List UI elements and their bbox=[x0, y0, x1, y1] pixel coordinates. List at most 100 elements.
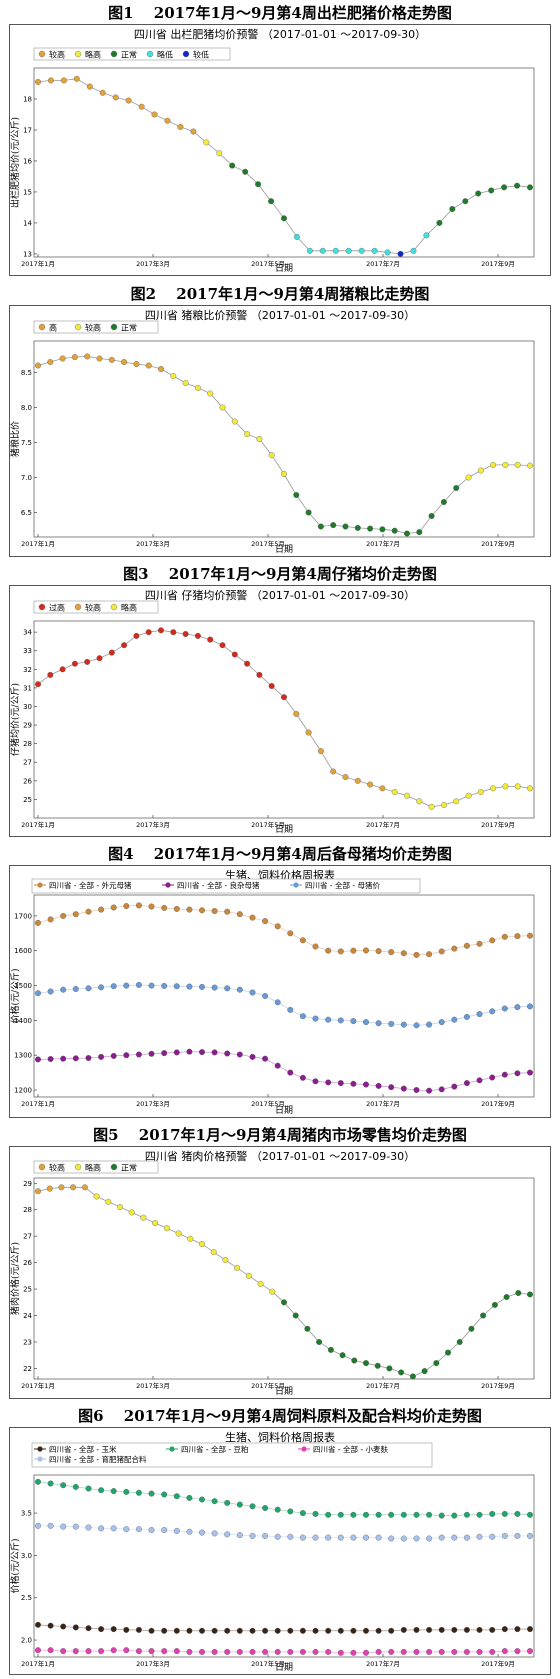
data-point bbox=[177, 123, 184, 130]
data-point bbox=[35, 919, 41, 926]
y-tick-label: 8.0 bbox=[21, 404, 32, 412]
legend-label: 四川省 - 全部 - 育肥猪配合料 bbox=[49, 1454, 147, 1464]
data-point bbox=[501, 1071, 508, 1078]
legend-label: 正常 bbox=[121, 51, 137, 60]
data-point bbox=[125, 97, 132, 104]
series-line bbox=[37, 984, 531, 1026]
data-point bbox=[164, 117, 171, 124]
data-point bbox=[476, 1626, 483, 1633]
data-point bbox=[268, 198, 275, 205]
data-point bbox=[186, 1048, 193, 1055]
data-point bbox=[135, 1526, 142, 1533]
legend-label: 四川省 - 全部 - 小麦麸 bbox=[313, 1444, 388, 1454]
data-point bbox=[98, 1626, 105, 1633]
data-point bbox=[463, 1511, 470, 1518]
data-point bbox=[299, 1648, 306, 1655]
data-point bbox=[293, 233, 300, 240]
data-point bbox=[388, 1511, 395, 1518]
data-point bbox=[476, 1648, 483, 1655]
data-point bbox=[236, 1648, 243, 1655]
data-point bbox=[501, 1648, 508, 1655]
data-point bbox=[72, 986, 79, 992]
legend-label: 略高 bbox=[85, 50, 101, 60]
legend-marker bbox=[37, 882, 43, 888]
data-point bbox=[438, 948, 445, 955]
data-point bbox=[490, 785, 497, 792]
data-point bbox=[354, 524, 361, 531]
data-point bbox=[60, 1523, 67, 1530]
y-tick-label: 25 bbox=[23, 796, 32, 804]
y-tick-label: 26 bbox=[23, 1259, 32, 1267]
data-point bbox=[72, 911, 79, 918]
legend-marker bbox=[38, 1163, 46, 1171]
data-point bbox=[86, 83, 93, 90]
data-point bbox=[145, 362, 152, 369]
data-point bbox=[325, 947, 332, 954]
data-point bbox=[207, 390, 214, 397]
data-point bbox=[148, 903, 155, 910]
y-tick-label: 16 bbox=[23, 157, 32, 165]
data-point bbox=[350, 1649, 357, 1656]
data-point bbox=[231, 418, 238, 425]
series-line bbox=[37, 1624, 530, 1632]
data-point bbox=[451, 1016, 458, 1023]
y-tick-label: 29 bbox=[23, 722, 32, 730]
data-point bbox=[110, 904, 117, 911]
data-point bbox=[47, 1522, 54, 1529]
y-tick-label: 26 bbox=[23, 777, 32, 785]
data-point bbox=[317, 748, 324, 755]
data-point bbox=[199, 983, 205, 990]
data-point bbox=[388, 1020, 395, 1027]
data-point bbox=[428, 803, 435, 810]
data-point bbox=[514, 461, 521, 468]
data-point bbox=[350, 947, 357, 954]
data-point bbox=[325, 1016, 332, 1023]
data-point bbox=[305, 509, 312, 516]
data-point bbox=[433, 1360, 440, 1367]
data-point bbox=[312, 943, 319, 950]
data-point bbox=[133, 361, 140, 368]
data-point bbox=[231, 651, 238, 658]
data-point bbox=[299, 1534, 306, 1541]
data-point bbox=[123, 1488, 130, 1495]
legend-marker bbox=[110, 603, 118, 611]
data-point bbox=[330, 768, 337, 775]
data-point bbox=[426, 1626, 433, 1633]
y-tick-label: 3.0 bbox=[21, 1552, 32, 1560]
data-point bbox=[47, 671, 54, 678]
data-point bbox=[128, 1209, 135, 1216]
data-point bbox=[219, 642, 226, 649]
data-point bbox=[400, 1511, 407, 1518]
data-point bbox=[330, 522, 337, 529]
data-point bbox=[312, 1627, 319, 1634]
data-point bbox=[375, 1020, 382, 1027]
y-tick-label: 33 bbox=[23, 647, 32, 655]
legend-label: 较高 bbox=[85, 323, 101, 333]
y-tick-label: 28 bbox=[23, 1206, 32, 1214]
figure-5-caption: 图5 2017年1月～9月第4周猪肉市场零售均价走势图 bbox=[93, 1126, 467, 1144]
data-point bbox=[121, 642, 128, 649]
x-tick-label: 2017年7月 bbox=[366, 259, 400, 268]
x-tick-label: 2017年9月 bbox=[481, 1099, 515, 1108]
data-point bbox=[211, 908, 218, 914]
plot-area bbox=[33, 620, 535, 819]
data-point bbox=[426, 1511, 433, 1518]
data-point bbox=[274, 923, 281, 930]
data-point bbox=[465, 792, 472, 799]
data-point bbox=[501, 184, 508, 191]
chart-title: 四川省 猪粮比价预警 （2017-01-01 ～2017-09-30） bbox=[145, 308, 415, 322]
plot-area bbox=[33, 67, 535, 258]
legend-label: 过高 bbox=[49, 603, 65, 613]
data-point bbox=[249, 1532, 256, 1539]
data-point bbox=[262, 1505, 269, 1511]
data-point bbox=[416, 529, 423, 536]
x-tick-label: 2017年9月 bbox=[481, 820, 515, 829]
legend-label: 正常 bbox=[121, 324, 137, 333]
data-point bbox=[158, 627, 164, 634]
legend-label: 略高 bbox=[121, 603, 137, 613]
chart-legend: 过高 较高 略高 bbox=[33, 600, 159, 614]
data-point bbox=[319, 247, 326, 254]
chart-legend: 较高 略高 正常 略低 较低 bbox=[33, 47, 231, 61]
data-point bbox=[404, 792, 410, 799]
legend-marker bbox=[37, 1446, 43, 1452]
